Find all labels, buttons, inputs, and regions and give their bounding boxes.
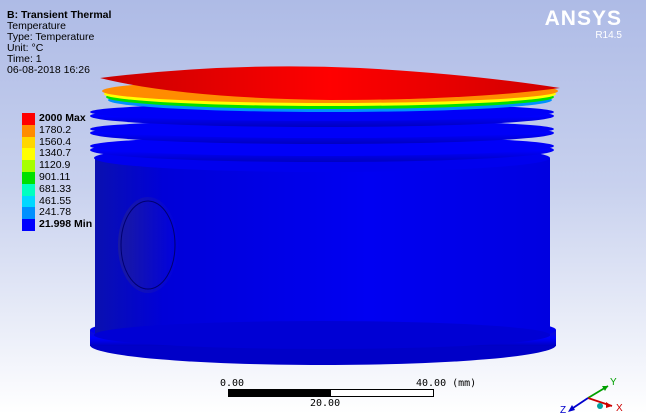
- coordinate-triad[interactable]: Y X Z: [558, 372, 638, 414]
- triad-y-arrow: [602, 386, 608, 391]
- legend-swatch: [22, 124, 35, 137]
- legend-swatch: [22, 148, 35, 161]
- legend-label: 2000 Max: [39, 112, 86, 124]
- legend-swatch: [22, 113, 35, 125]
- logo-release: R14.5: [595, 30, 622, 41]
- pin-bore-edge: [120, 200, 176, 290]
- legend-row: 681.33: [22, 182, 162, 196]
- legend-label: 21.998 Min: [39, 218, 93, 231]
- scale-right-label: 40.00 (mm): [416, 378, 477, 389]
- legend-row: 1560.4: [22, 135, 162, 149]
- legend-label: 901.11: [39, 170, 71, 183]
- ansys-logo: ANSYS R14.5: [544, 7, 622, 42]
- triad-z-label: Z: [560, 405, 566, 414]
- legend-label: 1780.2: [39, 123, 72, 136]
- legend-swatch: [22, 183, 35, 196]
- legend-swatch: [22, 136, 35, 149]
- legend-row: 2000 Max: [22, 112, 162, 125]
- result-type: Type: Temperature: [7, 31, 95, 43]
- legend-row: 901.11: [22, 170, 162, 184]
- scale-bar-track: [228, 389, 434, 397]
- legend-label: 1120.9: [39, 159, 71, 172]
- result-timestamp: 06-08-2018 16:26: [7, 64, 90, 76]
- pin-bore: [118, 197, 178, 293]
- body-bottom-edge: [94, 321, 550, 349]
- result-unit: Unit: °C: [7, 42, 44, 54]
- color-legend[interactable]: 2000 Max 1780.2 1560.4 1340.7 1120.9 901.11 68…: [22, 112, 162, 231]
- triad-z-arrow: [568, 405, 575, 412]
- legend-swatch: [22, 171, 35, 184]
- legend-row: 1120.9: [22, 159, 162, 172]
- legend-label: 1340.7: [39, 147, 72, 160]
- legend-swatch: [22, 195, 35, 208]
- result-info: B: Transient Thermal Temperature Type: T…: [7, 10, 111, 76]
- scale-mid-label: 20.00: [310, 398, 341, 409]
- legend-label: 461.55: [39, 194, 72, 207]
- result-title: B: Transient Thermal: [7, 9, 112, 21]
- triad-y-label: Y: [610, 377, 617, 388]
- logo-brand: ANSYS: [544, 7, 622, 30]
- result-quantity: Temperature: [7, 20, 66, 32]
- triad-x-label: X: [616, 403, 623, 414]
- triad-x-arrow: [606, 402, 612, 408]
- triad-origin-marker: [597, 403, 603, 409]
- legend-row: 1780.2: [22, 123, 162, 137]
- legend-swatch: [22, 219, 35, 231]
- legend-row: 21.998 Min: [22, 218, 162, 231]
- result-time: Time: 1: [7, 53, 42, 65]
- scale-bar-fill: [229, 390, 331, 396]
- legend-swatch: [22, 160, 35, 172]
- legend-label: 681.33: [39, 182, 72, 195]
- legend-label: 1560.4: [39, 135, 72, 148]
- legend-row: 461.55: [22, 194, 162, 208]
- legend-row: 1340.7: [22, 147, 162, 161]
- legend-swatch: [22, 207, 35, 220]
- legend-row: 241.78: [22, 206, 162, 220]
- legend-label: 241.78: [39, 206, 72, 219]
- scale-left-label: 0.00: [220, 378, 245, 389]
- scale-bar: 0.00 40.00 (mm) 20.00: [220, 378, 476, 414]
- crown-top-face: [100, 66, 560, 100]
